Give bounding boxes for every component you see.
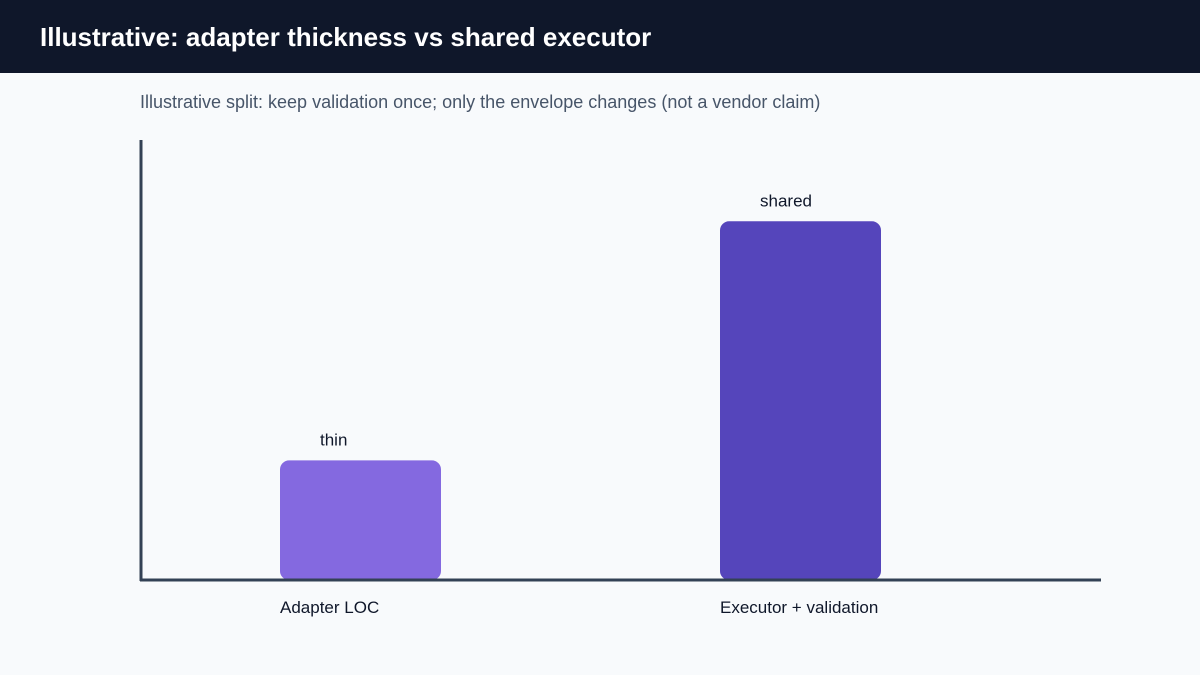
bar-executor-validation [720,221,881,580]
data-label: shared [760,191,812,210]
bar-adapter-loc [280,460,441,580]
category-label: Executor + validation [720,598,878,617]
header-bar: Illustrative: adapter thickness vs share… [0,0,1200,73]
chart-subtitle: Illustrative split: keep validation once… [140,92,821,112]
category-label: Adapter LOC [280,598,379,617]
page-title: Illustrative: adapter thickness vs share… [40,22,652,52]
labels-group: thin Adapter LOC shared Executor + validati… [280,191,878,617]
bars-group [280,221,881,580]
data-label: thin [320,430,347,449]
